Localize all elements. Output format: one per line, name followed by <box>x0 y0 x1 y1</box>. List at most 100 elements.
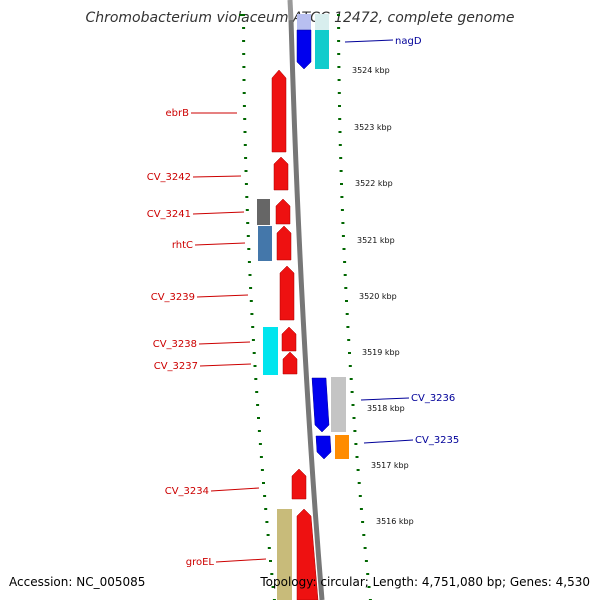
left-guide-tick <box>239 14 245 16</box>
label-ebrB: ebrB <box>166 108 190 119</box>
genome-summary-text: Topology: circular; Length: 4,751,080 bp… <box>260 575 590 589</box>
right-guide-tick <box>347 339 351 341</box>
right-guide-tick <box>341 235 345 237</box>
left-guide-tick <box>242 79 246 81</box>
gene-lavender-block[interactable] <box>297 14 311 30</box>
gene-cyan-block[interactable] <box>263 327 278 375</box>
genome-backbone <box>288 19 325 600</box>
callout-groEL <box>215 558 267 563</box>
label-rhtC: rhtC <box>172 240 193 251</box>
label-CV-3241: CV_3241 <box>147 209 191 220</box>
label-CV-3236: CV_3236 <box>411 393 455 404</box>
gene-CV-3237[interactable] <box>282 351 298 375</box>
left-guide-tick <box>251 339 255 341</box>
left-guide-tick <box>258 443 262 445</box>
label-nagD: nagD <box>395 36 422 47</box>
left-guide-tick <box>257 417 260 419</box>
gene-olive-block[interactable] <box>277 509 292 600</box>
left-guide-tick <box>252 352 256 354</box>
left-guide-tick <box>259 456 263 458</box>
left-guide-tick <box>247 248 251 250</box>
right-guide-tick <box>348 352 351 354</box>
right-guide-tick <box>359 508 363 510</box>
right-guide-tick <box>338 144 342 146</box>
right-guide-tick <box>345 313 349 315</box>
left-guide-tick <box>246 222 250 224</box>
gene-pale-block[interactable] <box>315 14 329 30</box>
right-guide-tick <box>344 287 348 289</box>
backbone-top-cap <box>287 0 294 21</box>
right-guide-tick <box>340 196 344 198</box>
left-guide-tick <box>251 326 255 328</box>
label-callouts <box>191 39 414 563</box>
tick-label-3521: 3521 kbp <box>357 236 395 245</box>
gene-CV-3234[interactable] <box>291 468 307 500</box>
left-guide-tick <box>243 131 247 133</box>
left-guide-tick <box>253 365 257 367</box>
right-guide-tick <box>338 118 342 120</box>
right-guide-tick <box>348 365 352 367</box>
left-guide-tick <box>242 92 246 94</box>
gene-teal-block[interactable] <box>315 30 329 69</box>
tick-label-3516: 3516 kbp <box>376 517 414 526</box>
gene-CV-3241[interactable] <box>275 198 291 225</box>
label-CV-3235: CV_3235 <box>415 435 459 446</box>
gene-CV-3239[interactable] <box>279 265 295 321</box>
gene-CV-3242[interactable] <box>273 156 289 191</box>
left-guide-tick <box>247 261 251 263</box>
left-guide-tick <box>267 547 271 549</box>
gene-steelblue-block[interactable] <box>258 226 272 261</box>
gene-nagD[interactable] <box>296 29 312 70</box>
left-guide-tick <box>242 66 246 68</box>
accession-text: Accession: NC_005085 <box>9 575 146 589</box>
left-guide-tick <box>242 105 246 107</box>
tick-label-3523: 3523 kbp <box>354 123 392 132</box>
left-guide-tick <box>256 404 260 406</box>
left-guide-tick <box>243 118 247 120</box>
right-guide-tick <box>339 157 343 159</box>
gene-CV-3238[interactable] <box>281 326 297 352</box>
callout-CV-3238 <box>198 341 251 345</box>
left-guide-tick <box>242 40 246 42</box>
left-guide-tick <box>246 235 250 237</box>
gene-groEL[interactable] <box>296 508 319 600</box>
left-guide-tick <box>254 378 258 380</box>
tick-label-3519: 3519 kbp <box>362 348 400 357</box>
tick-guides <box>239 14 372 600</box>
left-guide-tick <box>244 157 248 159</box>
gene-lightgrey-block[interactable] <box>331 377 346 432</box>
left-guide-tick <box>255 391 259 393</box>
left-guide-tick <box>271 586 275 588</box>
right-guide-tick <box>343 261 347 263</box>
callout-CV-3234 <box>210 487 260 492</box>
gene-ebrB[interactable] <box>271 69 287 153</box>
right-guide-tick <box>338 105 341 107</box>
left-guide-tick <box>269 560 272 562</box>
left-guide-tick <box>250 313 254 315</box>
left-guide-tick <box>266 534 270 536</box>
callout-CV-3236 <box>360 397 410 401</box>
forward-strand-genes <box>296 14 349 460</box>
right-guide-tick <box>361 521 365 523</box>
tick-labels: 3524 kbp 3523 kbp 3522 kbp 3521 kbp 3520… <box>352 66 414 526</box>
gene-orange-block[interactable] <box>335 435 349 459</box>
label-CV-3238: CV_3238 <box>153 339 197 350</box>
left-guide-tick <box>265 521 269 523</box>
callout-CV-3237 <box>199 363 252 367</box>
left-guide-tick <box>242 53 246 55</box>
right-guide-tick <box>337 27 341 29</box>
label-CV-3239: CV_3239 <box>151 292 195 303</box>
gene-CV-3235[interactable] <box>315 435 332 460</box>
callout-nagD <box>344 39 394 43</box>
gene-CV-3236[interactable] <box>311 377 330 433</box>
right-guide-tick <box>337 40 341 42</box>
right-guide-tick <box>351 404 355 406</box>
left-guide-tick <box>244 170 248 172</box>
tick-label-3524: 3524 kbp <box>352 66 390 75</box>
gene-rhtC[interactable] <box>276 225 292 261</box>
right-guide-tick <box>362 534 366 536</box>
right-guide-tick <box>353 430 357 432</box>
gene-grey-block[interactable] <box>257 199 270 225</box>
right-guide-tick <box>342 248 346 250</box>
